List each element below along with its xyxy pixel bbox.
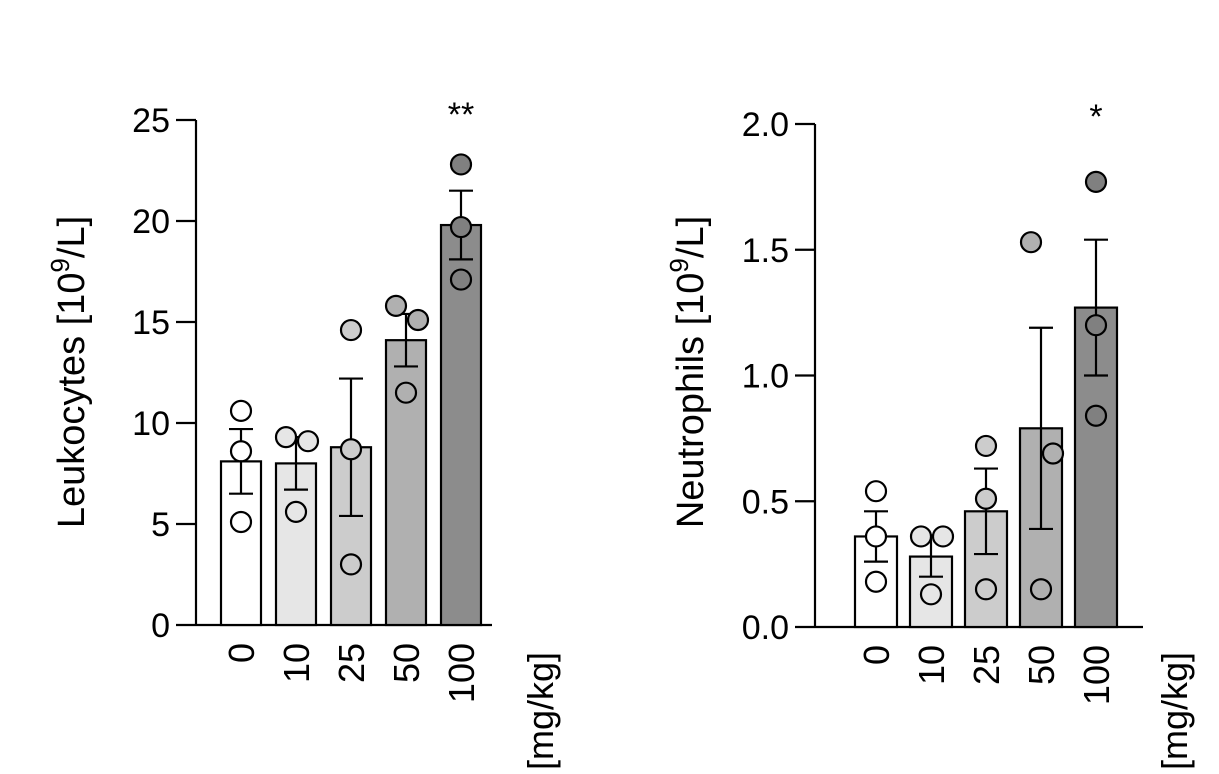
- data-point: [1019, 231, 1043, 254]
- data-point: [1084, 170, 1108, 193]
- data-point: [931, 525, 955, 548]
- y-axis-title-superscript: 9: [45, 258, 75, 272]
- y-axis-title-tail: /L]: [670, 216, 712, 258]
- data-point: [864, 480, 888, 503]
- y-tick-label: 1.0: [742, 358, 789, 396]
- y-tick-label: 1.5: [742, 232, 789, 270]
- x-tick-label: 100: [441, 643, 482, 703]
- y-axis-title-main: Neutrophils [10: [670, 273, 712, 529]
- data-point: [909, 525, 933, 548]
- bar-25: [329, 446, 373, 627]
- data-point: [919, 583, 943, 606]
- data-point: [394, 381, 418, 404]
- y-axis-title-superscript: 9: [664, 258, 694, 272]
- bar-100: [439, 223, 483, 627]
- y-axis-title: Leukocytes [109/L]: [45, 216, 93, 528]
- data-point: [974, 487, 998, 510]
- data-point: [339, 553, 363, 576]
- x-tick-label: 10: [276, 643, 317, 683]
- y-tick-label: 25: [132, 102, 170, 140]
- data-point: [974, 578, 998, 601]
- data-point: [339, 438, 363, 461]
- chart-panel-1: 0 5 10 15 20 25 Leukocytes [109/L] 0 10 25 50 100 **…: [45, 96, 561, 770]
- data-point: [449, 268, 473, 291]
- data-point: [274, 426, 298, 449]
- significance-mark: **: [448, 96, 474, 134]
- x-tick-label: 50: [1021, 645, 1062, 685]
- y-axis-title-tail: /L]: [51, 216, 93, 258]
- y-tick-label: 2.0: [742, 106, 789, 144]
- data-point: [296, 430, 320, 453]
- data-point: [974, 434, 998, 458]
- x-tick-label: 0: [221, 643, 262, 663]
- data-point: [229, 440, 253, 463]
- data-point: [449, 215, 473, 239]
- y-tick-label: 0: [151, 607, 170, 645]
- y-tick-label: 15: [132, 304, 170, 342]
- data-point: [284, 500, 308, 523]
- data-point: [1029, 578, 1053, 601]
- data-point: [229, 510, 253, 534]
- x-tick-label: 10: [911, 645, 952, 685]
- x-tick-label: 25: [331, 643, 372, 683]
- x-tick-label: 0: [856, 645, 897, 665]
- x-tick-label: 100: [1076, 645, 1117, 705]
- y-tick-label: 20: [132, 203, 170, 241]
- x-tick-label: 25: [966, 645, 1007, 685]
- y-tick-label: 0.0: [742, 609, 789, 647]
- data-point: [864, 570, 888, 593]
- chart-panel-2: 0.0 0.5 1.0 1.5 2.0 Neutrophils [109/L] 0 10 25 5…: [664, 98, 1195, 770]
- x-axis-unit-label: [mg/kg]: [520, 652, 561, 769]
- x-axis-unit-label: [mg/kg]: [1154, 652, 1195, 769]
- y-tick-label: 10: [132, 405, 170, 443]
- data-point: [1084, 314, 1108, 337]
- y-tick-label: 0.5: [742, 483, 789, 521]
- y-axis-title-main: Leukocytes [10: [51, 273, 93, 529]
- data-point: [449, 153, 473, 176]
- y-tick-label: 5: [151, 506, 170, 544]
- data-point: [864, 525, 888, 548]
- data-point: [384, 294, 408, 317]
- significance-mark: *: [1089, 98, 1102, 136]
- data-point: [1041, 442, 1065, 465]
- data-point: [229, 399, 253, 422]
- y-axis-title: Neutrophils [109/L]: [664, 216, 712, 528]
- data-point: [1084, 404, 1108, 427]
- data-point: [339, 318, 363, 342]
- x-tick-label: 50: [386, 643, 427, 683]
- data-point: [406, 308, 430, 332]
